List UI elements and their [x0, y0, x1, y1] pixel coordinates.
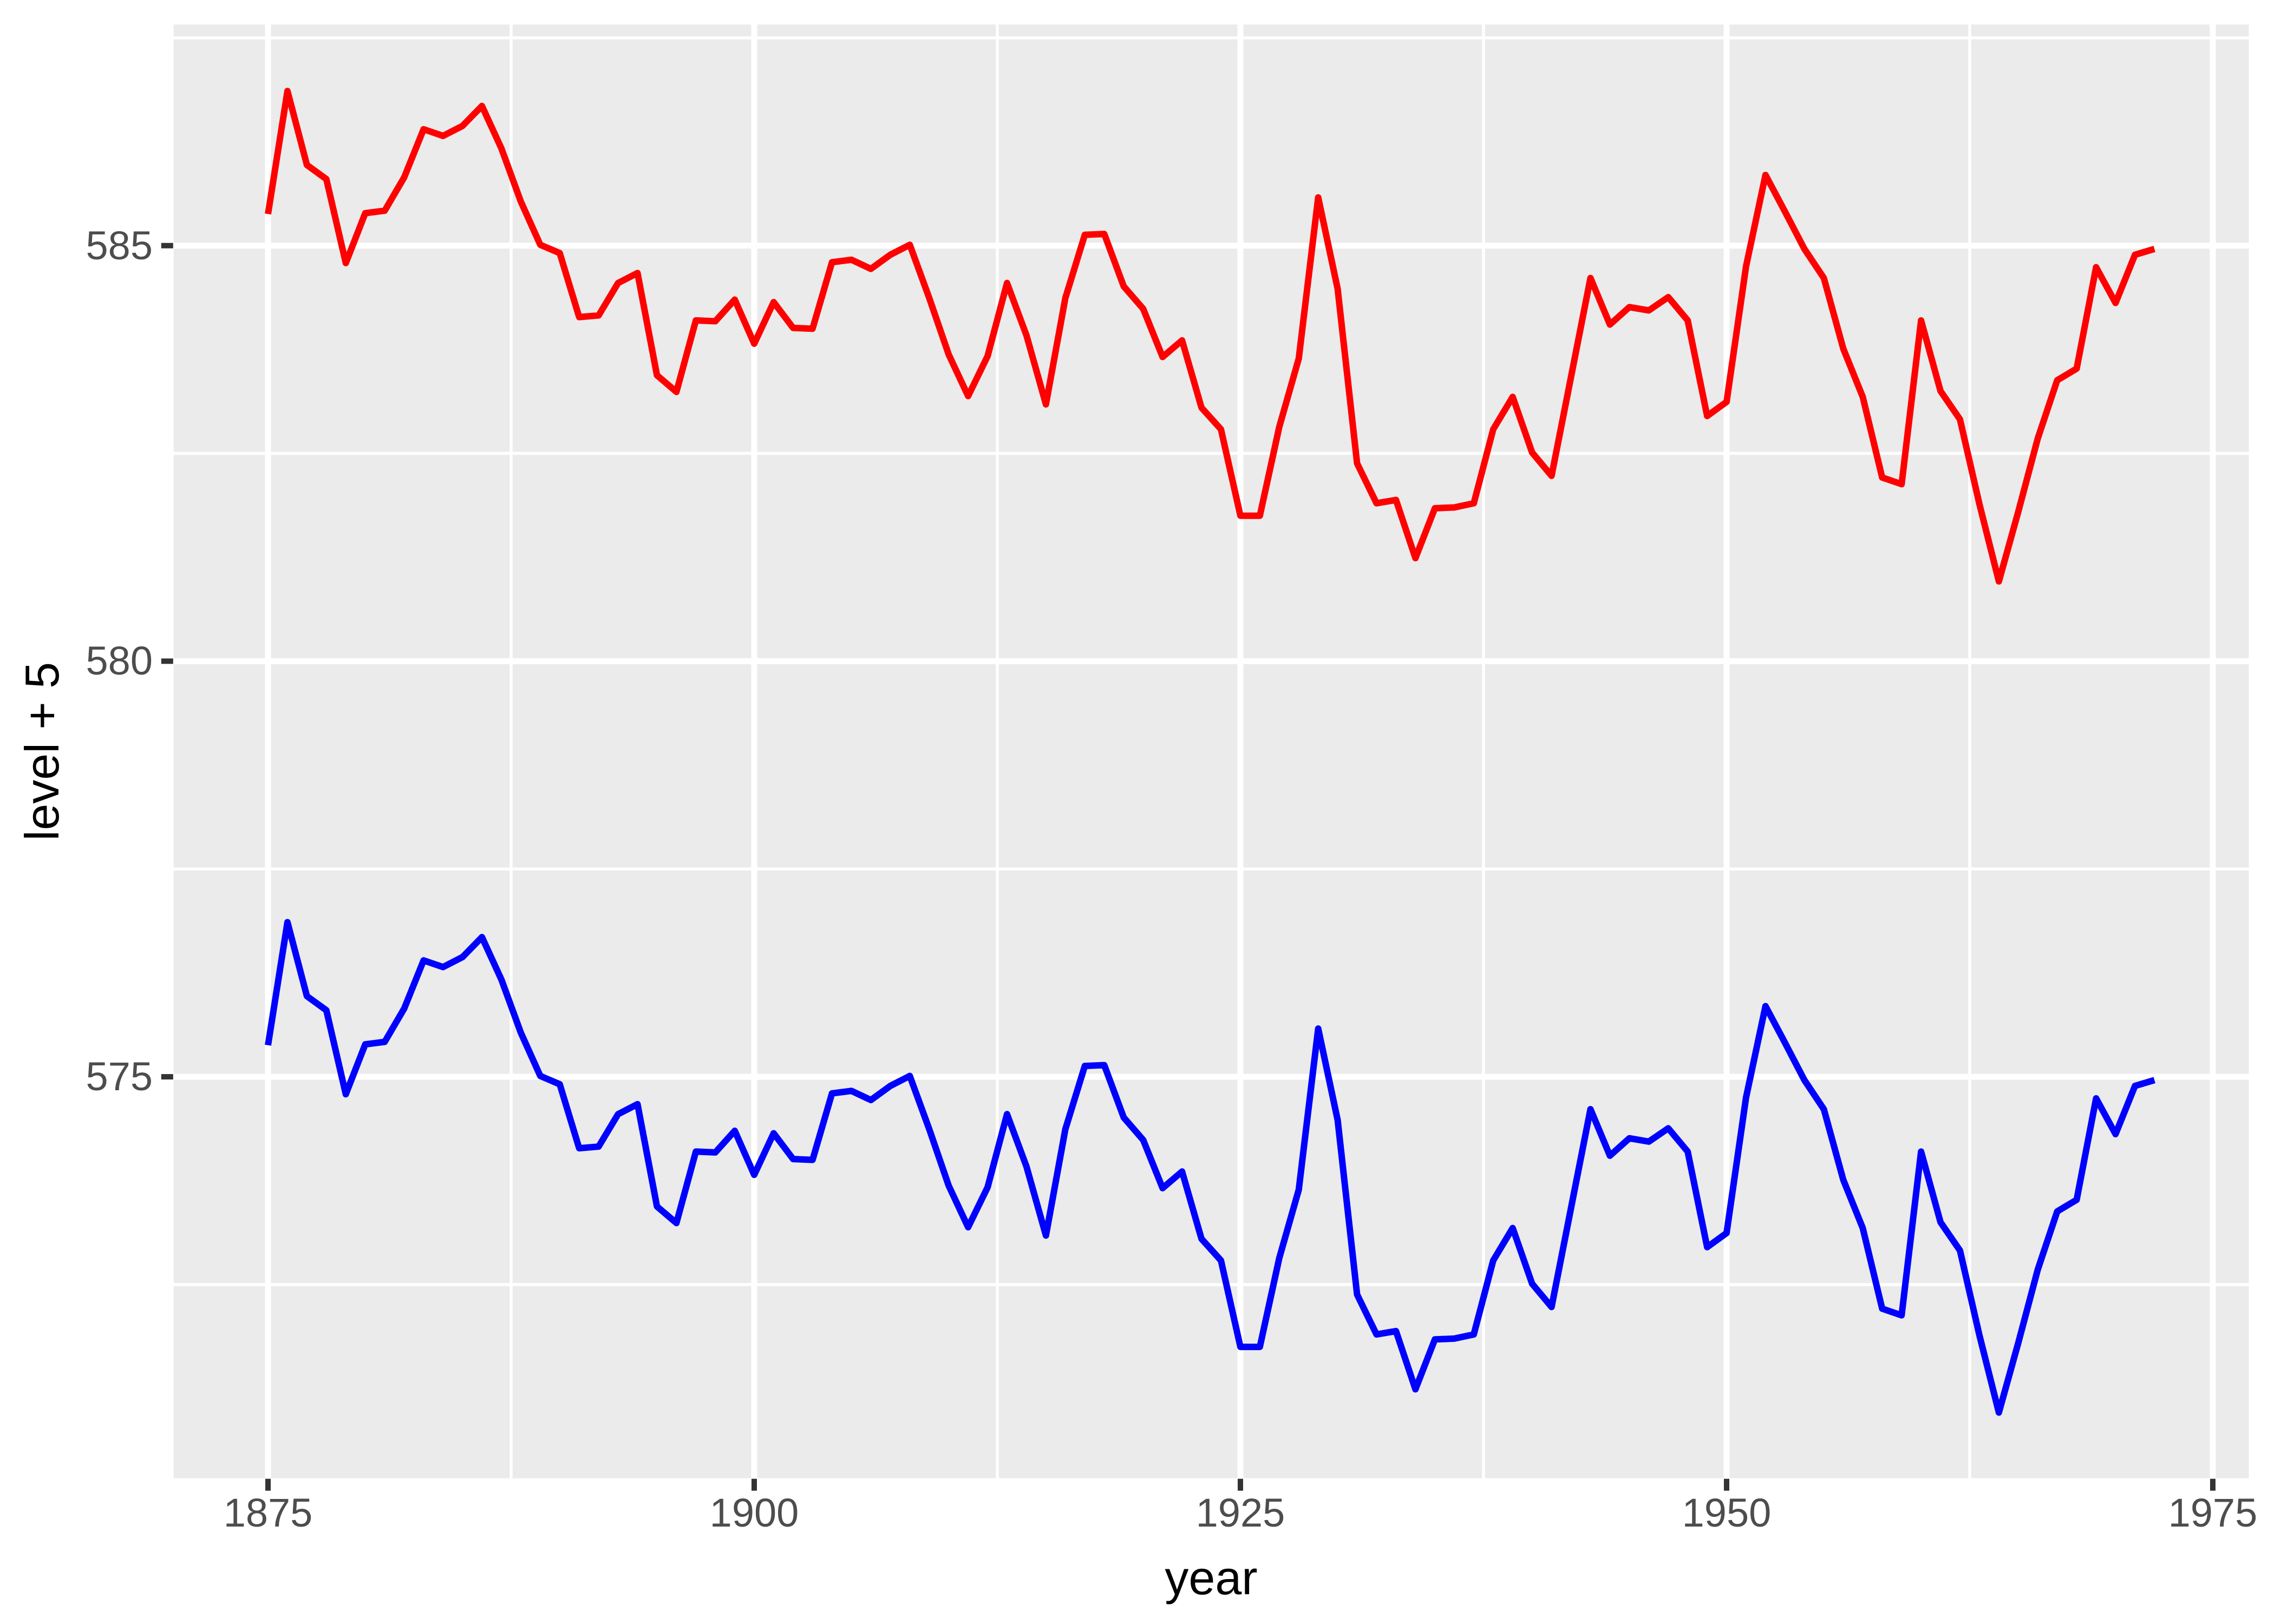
- x-tick-label: 1875: [223, 1490, 313, 1535]
- y-tick-label: 575: [86, 1054, 153, 1099]
- x-tick-label: 1900: [709, 1490, 799, 1535]
- series-line-red: [265, 88, 2155, 585]
- y-axis-title: level + 5: [15, 662, 69, 841]
- x-tick-label: 1950: [1682, 1490, 1772, 1535]
- x-tick-label: 1975: [2168, 1490, 2258, 1535]
- y-tick-label: 580: [86, 638, 153, 684]
- x-axis-title: year: [1165, 1551, 1258, 1605]
- panel-background: [173, 24, 2249, 1478]
- x-tick-label: 1925: [1195, 1490, 1285, 1535]
- y-tick-label: 585: [86, 222, 153, 268]
- series-line-blue: [265, 919, 2155, 1416]
